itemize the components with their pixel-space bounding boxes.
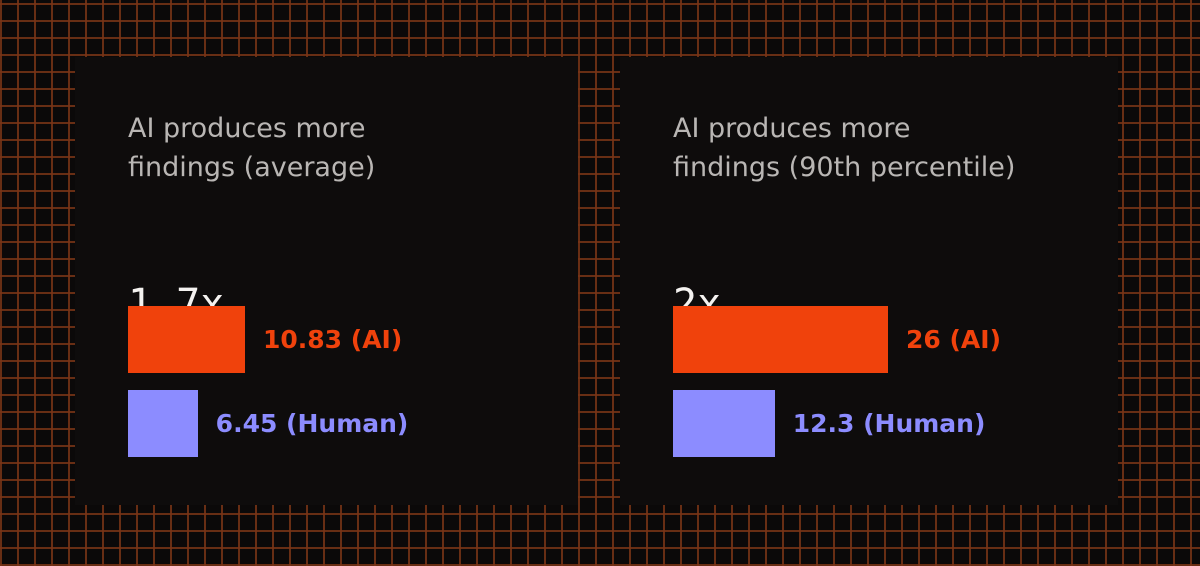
chart-title: AI produces more findings (90th percenti… <box>673 113 1016 183</box>
value-label: 26 (AI) <box>906 325 1001 354</box>
chart-title: AI produces more findings (average) <box>128 113 376 183</box>
value-label: 10.83 (AI) <box>263 325 403 354</box>
bar <box>673 390 775 457</box>
bar <box>128 390 198 457</box>
panel: AI produces more findings (average) 1.7x 1… <box>75 57 578 505</box>
bar <box>673 306 888 373</box>
value-label: 12.3 (Human) <box>792 409 986 438</box>
value-label: 6.45 (Human) <box>215 409 409 438</box>
panel: AI produces more findings (90th percenti… <box>620 57 1118 505</box>
bar <box>128 306 245 373</box>
